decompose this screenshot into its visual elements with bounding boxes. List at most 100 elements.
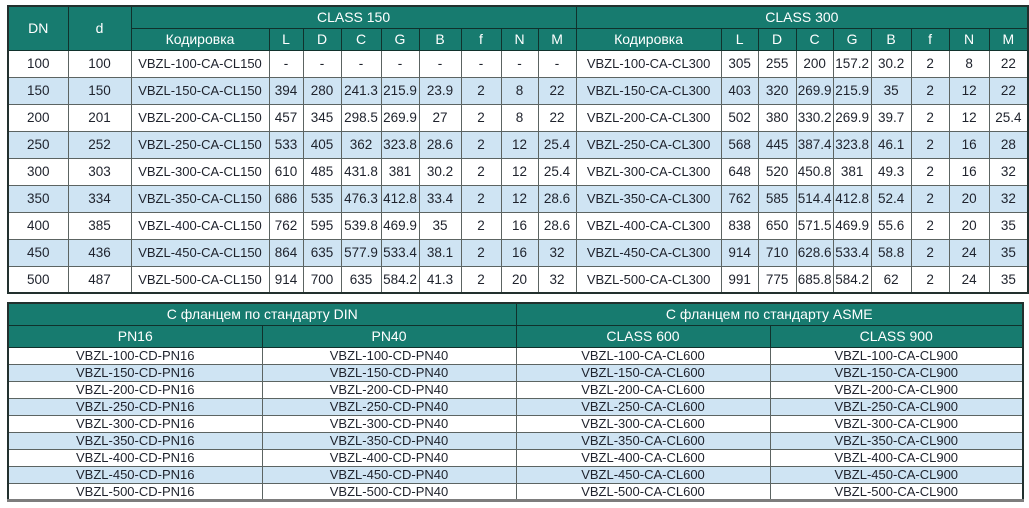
value-cell: 8 (500, 103, 539, 132)
code-cell-cl300: VBZL-450-CA-CL300 (575, 238, 722, 267)
value-cell: 595 (302, 211, 342, 240)
value-cell: 568 (720, 130, 759, 159)
group-header-din: С фланцем по стандарту DIN (7, 302, 517, 326)
flange-code-cell: VBZL-450-CA-CL600 (515, 465, 771, 484)
code-cell-cl150: VBZL-150-CA-CL150 (130, 76, 270, 105)
value-cell: 16 (948, 130, 990, 159)
flange-row: VBZL-200-CD-PN16 VBZL-200-CD-PN40 VBZL-200… (7, 380, 1024, 399)
flange-code-cell: VBZL-400-CD-PN16 (7, 448, 263, 467)
value-cell: 2 (460, 265, 502, 294)
value-cell: 12 (948, 103, 990, 132)
code-cell-cl300: VBZL-100-CA-CL300 (575, 49, 722, 78)
code-cell-cl150: VBZL-250-CA-CL150 (130, 130, 270, 159)
flange-row: VBZL-150-CD-PN16 VBZL-150-CD-PN40 VBZL-150… (7, 363, 1024, 382)
value-cell: 12 (500, 184, 539, 213)
column-header-pn16: PN16 (7, 324, 263, 348)
value-cell: 200 (7, 103, 69, 132)
value-cell: 400 (7, 211, 69, 240)
value-cell: 385 (67, 211, 132, 240)
spec-row-dn200: 200 201 VBZL-200-CA-CL150 457 345 298.5 269.9 2… (7, 103, 1029, 132)
group-header-class300: CLASS 300 (575, 5, 1029, 29)
value-cell: 38.1 (418, 238, 462, 267)
value-cell: 436 (67, 238, 132, 267)
flange-code-cell: VBZL-250-CD-PN16 (7, 397, 263, 416)
code-cell-cl150: VBZL-400-CA-CL150 (130, 211, 270, 240)
value-cell: 303 (67, 157, 132, 186)
value-cell: 330.2 (795, 103, 834, 132)
flange-code-cell: VBZL-150-CA-CL900 (769, 363, 1024, 382)
value-cell: 28.6 (537, 211, 577, 240)
value-cell: 838 (720, 211, 759, 240)
value-cell: 27 (418, 103, 462, 132)
flange-row: VBZL-250-CD-PN16 VBZL-250-CD-PN40 VBZL-250… (7, 397, 1024, 416)
value-cell: 201 (67, 103, 132, 132)
value-cell: 28 (988, 130, 1029, 159)
value-cell: 20 (500, 265, 539, 294)
spec-row-dn350: 350 334 VBZL-350-CA-CL150 686 535 476.3 412.8 3… (7, 184, 1029, 213)
subheader-d-150: D (302, 27, 342, 51)
value-cell: 412.8 (380, 184, 420, 213)
value-cell: 241.3 (340, 76, 382, 105)
subheader-g-150: G (380, 27, 420, 51)
value-cell: 2 (460, 184, 502, 213)
value-cell: 991 (720, 265, 759, 294)
value-cell: 28.6 (418, 130, 462, 159)
value-cell: - (500, 49, 539, 78)
value-cell: 32 (988, 184, 1029, 213)
code-cell-cl300: VBZL-250-CA-CL300 (575, 130, 722, 159)
flange-code-cell: VBZL-500-CA-CL900 (769, 482, 1024, 501)
flange-table-body: VBZL-100-CD-PN16 VBZL-100-CD-PN40 VBZL-100… (7, 346, 1024, 501)
code-cell-cl300: VBZL-500-CA-CL300 (575, 265, 722, 294)
flange-code-cell: VBZL-350-CD-PN40 (261, 431, 517, 450)
flange-code-cell: VBZL-250-CA-CL900 (769, 397, 1024, 416)
value-cell: 32 (537, 238, 577, 267)
value-cell: 2 (910, 130, 950, 159)
value-cell: 914 (720, 238, 759, 267)
value-cell: 25.4 (537, 130, 577, 159)
value-cell: 381 (380, 157, 420, 186)
value-cell: 2 (460, 157, 502, 186)
value-cell: - (380, 49, 420, 78)
value-cell: 20 (948, 184, 990, 213)
value-cell: 585 (757, 184, 797, 213)
value-cell: 520 (757, 157, 797, 186)
flange-standards-table: С фланцем по стандарту DIN С фланцем по … (7, 302, 1025, 502)
value-cell: 571.5 (795, 211, 834, 240)
column-header-class600: CLASS 600 (515, 324, 771, 348)
value-cell: 635 (340, 265, 382, 294)
value-cell: 25.4 (537, 157, 577, 186)
value-cell: 469.9 (832, 211, 872, 240)
value-cell: 502 (720, 103, 759, 132)
subheader-code-150: Кодировка (130, 27, 270, 51)
subheader-d-300: D (757, 27, 797, 51)
subheader-c-300: C (795, 27, 834, 51)
subheader-g-300: G (832, 27, 872, 51)
spec-row-dn400: 400 385 VBZL-400-CA-CL150 762 595 539.8 469.9 3… (7, 211, 1029, 240)
value-cell: 41.3 (418, 265, 462, 294)
value-cell: 28.6 (537, 184, 577, 213)
flange-row: VBZL-500-CD-PN16 VBZL-500-CD-PN40 VBZL-500… (7, 482, 1024, 501)
code-cell-cl150: VBZL-100-CA-CL150 (130, 49, 270, 78)
value-cell: 58.8 (870, 238, 912, 267)
value-cell: 762 (720, 184, 759, 213)
flange-row: VBZL-100-CD-PN16 VBZL-100-CD-PN40 VBZL-100… (7, 346, 1024, 365)
value-cell: 500 (7, 265, 69, 294)
subheader-code-300: Кодировка (575, 27, 722, 51)
value-cell: 469.9 (380, 211, 420, 240)
value-cell: 775 (757, 265, 797, 294)
value-cell: 157.2 (832, 49, 872, 78)
value-cell: 320 (757, 76, 797, 105)
flange-code-cell: VBZL-300-CD-PN16 (7, 414, 263, 433)
value-cell: 300 (7, 157, 69, 186)
value-cell: 686 (268, 184, 304, 213)
flange-row: VBZL-300-CD-PN16 VBZL-300-CD-PN40 VBZL-300… (7, 414, 1024, 433)
value-cell: 381 (832, 157, 872, 186)
value-cell: 685.8 (795, 265, 834, 294)
value-cell: 16 (500, 211, 539, 240)
spec-table-body: 100 100 VBZL-100-CA-CL150- - - - - - - - VBZL-100-… (7, 49, 1029, 294)
value-cell: 62 (870, 265, 912, 294)
column-header-pn40: PN40 (261, 324, 517, 348)
value-cell: 20 (948, 211, 990, 240)
flange-table-header: С фланцем по стандарту DIN С фланцем по … (7, 302, 1024, 348)
flange-code-cell: VBZL-350-CA-CL600 (515, 431, 771, 450)
